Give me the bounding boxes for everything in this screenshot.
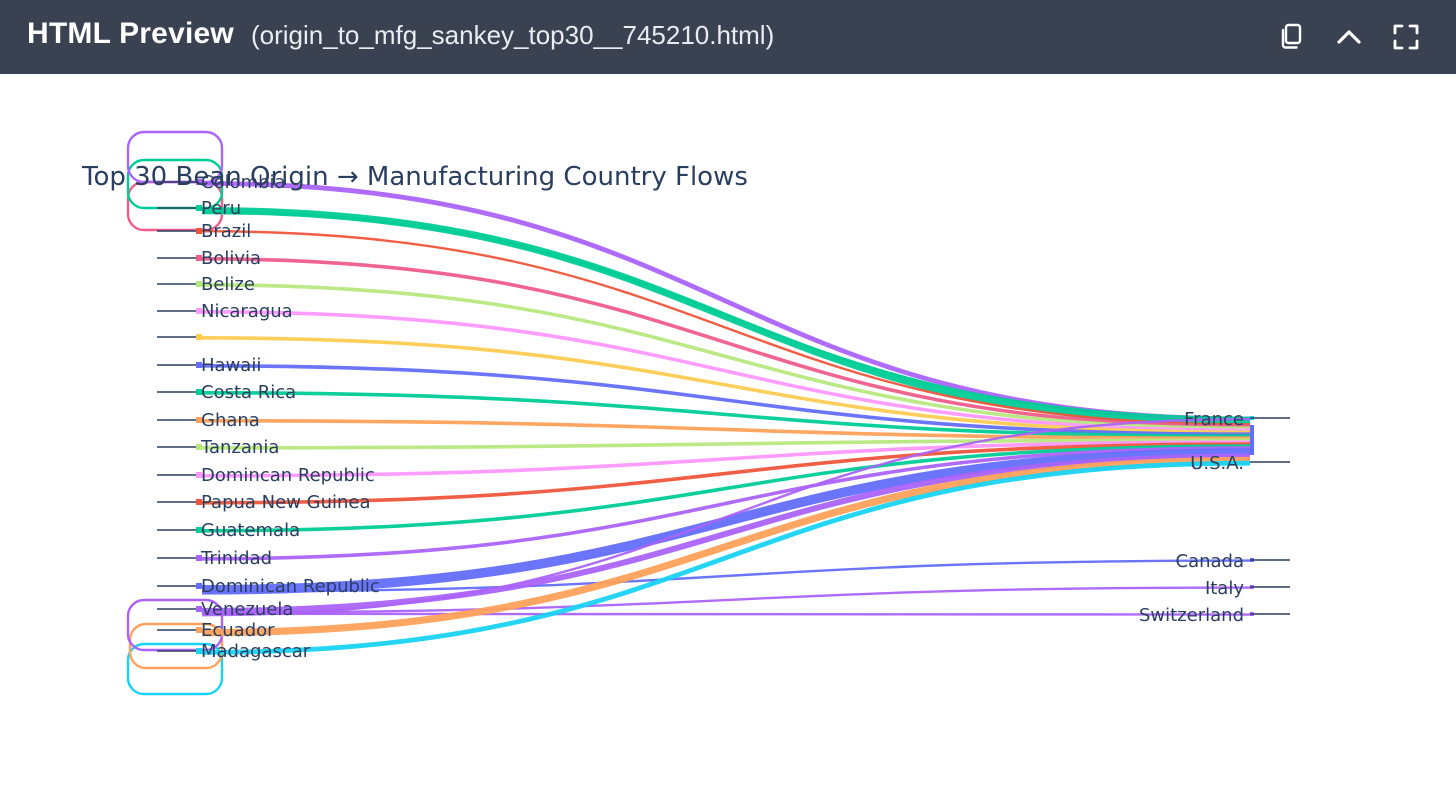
origin-label: Costa Rica — [201, 382, 296, 403]
origin-node[interactable] — [196, 281, 202, 287]
sankey-link[interactable] — [201, 444, 1251, 533]
origin-label: Venezuela — [201, 599, 293, 620]
self-loop-link[interactable] — [126, 642, 224, 696]
origin-node[interactable] — [196, 583, 202, 589]
origin-label: Nicaragua — [201, 301, 293, 322]
origin-node[interactable] — [196, 362, 202, 368]
origin-label: Domincan Republic — [201, 465, 375, 486]
sankey-link[interactable] — [201, 559, 1251, 593]
origin-label: Ghana — [201, 410, 260, 431]
origin-label: Peru — [201, 198, 241, 219]
origin-label: Madagascar — [201, 641, 311, 662]
destination-label: U.S.A. — [1190, 453, 1244, 474]
destination-node[interactable] — [1250, 425, 1254, 455]
sankey-link[interactable] — [201, 310, 1251, 433]
sankey-nodes — [157, 179, 1290, 654]
collapse-button[interactable] — [1331, 19, 1367, 55]
chart-title: Top 30 Bean Origin → Manufacturing Count… — [81, 162, 748, 192]
origin-node[interactable] — [196, 555, 202, 561]
copy-icon — [1281, 23, 1302, 49]
origin-node[interactable] — [196, 389, 202, 395]
origin-node[interactable] — [196, 444, 202, 450]
origin-node[interactable] — [196, 527, 202, 533]
sankey-links — [126, 130, 1251, 696]
sankey-link[interactable] — [201, 210, 1251, 420]
destination-label: Switzerland — [1139, 605, 1244, 626]
origin-label: Ecuador — [201, 620, 275, 641]
origin-node[interactable] — [196, 648, 202, 654]
toolbar-filename: (origin_to_mfg_sankey_top30__745210.html… — [251, 20, 775, 50]
origin-node[interactable] — [196, 179, 202, 185]
sankey-link[interactable] — [201, 419, 1251, 440]
sankey-link[interactable] — [201, 446, 1251, 561]
toolbar-title: HTML Preview — [27, 17, 234, 50]
fullscreen-button[interactable] — [1388, 19, 1424, 55]
preview-canvas: Colombia Peru Brazil Bolivia Belize Nicaragua… — [0, 74, 1456, 800]
sankey-link[interactable] — [201, 391, 1251, 438]
copy-button[interactable] — [1273, 19, 1309, 55]
origin-node[interactable] — [196, 472, 202, 478]
origin-node[interactable] — [196, 606, 202, 612]
origin-label: Dominican Republic — [201, 576, 380, 597]
sankey-link[interactable] — [201, 612, 1251, 616]
sankey-link[interactable] — [201, 230, 1251, 426]
sankey-link[interactable] — [201, 418, 1251, 617]
sankey-link[interactable] — [201, 586, 1251, 614]
origin-label: Papua New Guinea — [201, 492, 371, 513]
origin-node[interactable] — [196, 334, 202, 340]
chevron-up-icon — [1337, 30, 1361, 44]
sankey-link[interactable] — [201, 438, 1251, 450]
origin-label: Guatemala — [201, 520, 300, 541]
sankey-link[interactable] — [201, 440, 1251, 478]
origin-label: Colombia — [201, 172, 286, 193]
sankey-link[interactable] — [201, 456, 1251, 637]
origin-label: Trinidad — [200, 548, 272, 569]
origin-node[interactable] — [196, 205, 202, 211]
origin-label: Bolivia — [201, 248, 261, 269]
sankey-link[interactable] — [201, 336, 1251, 435]
origin-node[interactable] — [196, 627, 202, 633]
sankey-link[interactable] — [201, 257, 1251, 429]
destination-label: Canada — [1176, 551, 1245, 572]
sankey-link[interactable] — [201, 453, 1251, 614]
self-loop-link[interactable] — [128, 622, 224, 670]
destination-label: France — [1184, 409, 1244, 430]
sankey-link[interactable] — [201, 442, 1251, 505]
origin-label: Belize — [201, 274, 255, 295]
sankey-link[interactable] — [201, 283, 1251, 431]
origin-node[interactable] — [196, 417, 202, 423]
origin-node[interactable] — [196, 308, 202, 314]
sankey-link[interactable] — [201, 460, 1251, 655]
fullscreen-icon — [1393, 24, 1419, 50]
destination-label: Italy — [1205, 578, 1244, 599]
origin-label: Brazil — [201, 221, 251, 242]
self-loop-link[interactable] — [126, 598, 224, 652]
origin-node[interactable] — [196, 255, 202, 261]
sankey-link[interactable] — [201, 448, 1251, 595]
origin-node[interactable] — [196, 499, 202, 505]
preview-toolbar: HTML Preview (origin_to_mfg_sankey_top30… — [0, 0, 1456, 74]
origin-label: Tanzania — [200, 437, 279, 458]
origin-label: Hawaii — [201, 355, 261, 376]
origin-node[interactable] — [196, 228, 202, 234]
